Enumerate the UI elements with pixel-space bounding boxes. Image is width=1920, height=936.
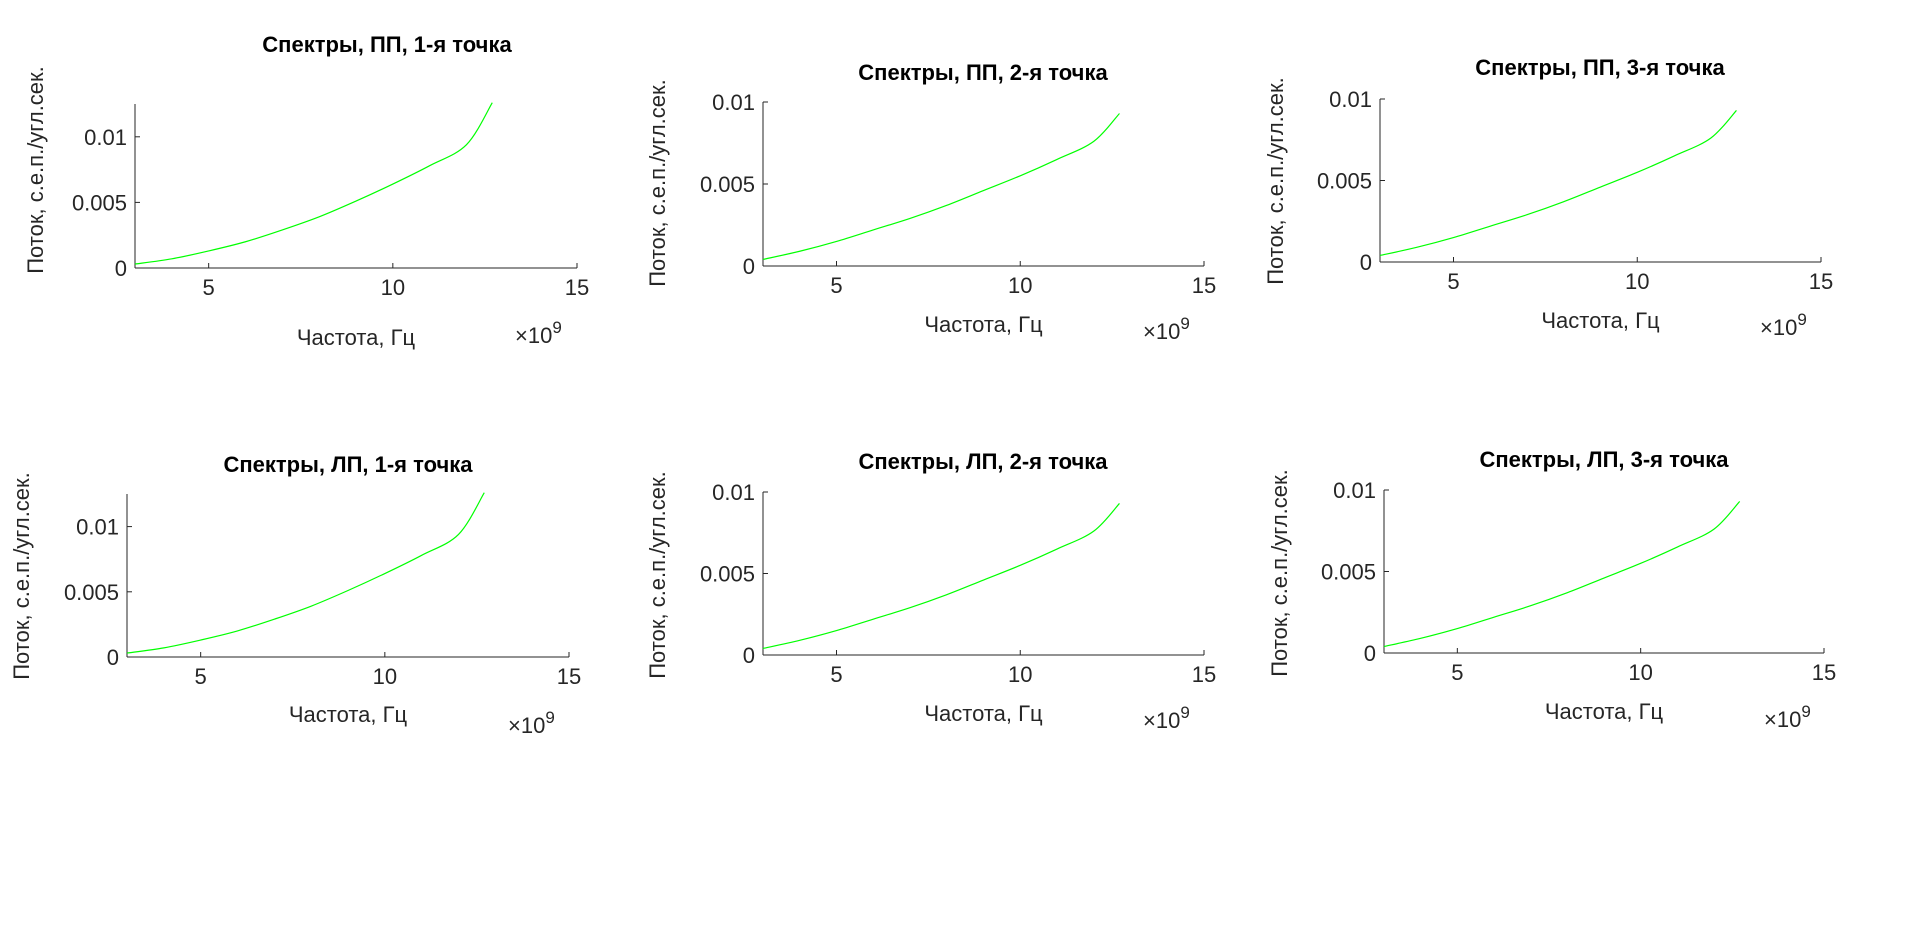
- y-tick-label: 0.01: [712, 90, 755, 115]
- y-axis-label: Поток, с.е.п./угл.сек.: [645, 471, 670, 679]
- subplot-6: Спектры, ЛП, 3-я точка 5 10 15 0 0.005 0.01 Час…: [1267, 447, 1836, 732]
- chart-title: Спектры, ЛП, 1-я точка: [223, 452, 473, 477]
- x-exponent-power: 9: [552, 318, 561, 337]
- y-axis-label: Поток, с.е.п./угл.сек.: [1267, 469, 1292, 677]
- x-exponent-base: ×10: [508, 713, 545, 738]
- y-tick-label: 0: [115, 256, 127, 281]
- subplot-4: Спектры, ЛП, 1-я точка 5 10 15 0 0.005 0.01 Час…: [9, 452, 581, 738]
- chart-title: Спектры, ПП, 2-я точка: [858, 60, 1108, 85]
- x-exponent-base: ×10: [1143, 319, 1180, 344]
- x-exponent-label: ×109: [1143, 703, 1190, 733]
- x-axis-label: Частота, Гц: [297, 325, 416, 350]
- x-exponent-base: ×10: [1760, 315, 1797, 340]
- x-axis-label: Частота, Гц: [289, 702, 408, 727]
- y-tick-label: 0.01: [712, 480, 755, 505]
- y-tick-label: 0.005: [1317, 169, 1372, 194]
- x-axis-label: Частота, Гц: [924, 312, 1043, 337]
- x-tick-label: 15: [1192, 662, 1216, 687]
- y-tick-label: 0: [1364, 641, 1376, 666]
- x-exponent-power: 9: [1801, 702, 1810, 721]
- y-axis-label: Поток, с.е.п./угл.сек.: [645, 79, 670, 287]
- x-axis-label: Частота, Гц: [1545, 699, 1664, 724]
- y-tick-label: 0.005: [700, 172, 755, 197]
- x-tick-label: 10: [373, 664, 397, 689]
- series-line: [134, 102, 493, 265]
- x-exponent-label: ×109: [1143, 314, 1190, 344]
- x-exponent-power: 9: [1797, 310, 1806, 329]
- chart-title: Спектры, ПП, 1-я точка: [262, 32, 512, 57]
- x-exponent-base: ×10: [515, 323, 552, 348]
- subplot-3: Спектры, ПП, 3-я точка 5 10 15 0 0.005 0.01 Час…: [1263, 55, 1833, 340]
- y-tick-label: 0: [107, 645, 119, 670]
- y-tick-label: 0.01: [84, 125, 127, 150]
- x-tick-label: 5: [830, 273, 842, 298]
- subplot-2: Спектры, ПП, 2-я точка 5 10 15 0 0.005 0.01 Час…: [645, 60, 1216, 344]
- y-tick-label: 0: [743, 254, 755, 279]
- x-axis-label: Частота, Гц: [924, 701, 1043, 726]
- x-tick-label: 5: [1451, 660, 1463, 685]
- chart-title: Спектры, ЛП, 3-я точка: [1479, 447, 1729, 472]
- series-line: [762, 113, 1120, 261]
- x-tick-label: 15: [565, 275, 589, 300]
- x-tick-label: 5: [830, 662, 842, 687]
- x-tick-label: 10: [1008, 662, 1032, 687]
- series-line: [762, 503, 1120, 650]
- x-tick-label: 10: [381, 275, 405, 300]
- y-axis-label: Поток, с.е.п./угл.сек.: [1263, 77, 1288, 285]
- x-exponent-base: ×10: [1764, 707, 1801, 732]
- x-tick-label: 5: [203, 275, 215, 300]
- y-tick-label: 0: [743, 643, 755, 668]
- series-line: [1379, 110, 1737, 257]
- chart-title: Спектры, ПП, 3-я точка: [1475, 55, 1725, 80]
- x-exponent-label: ×109: [1764, 702, 1811, 732]
- y-tick-label: 0: [1360, 250, 1372, 275]
- chart-title: Спектры, ЛП, 2-я точка: [858, 449, 1108, 474]
- x-tick-label: 15: [557, 664, 581, 689]
- x-axis-label: Частота, Гц: [1541, 308, 1660, 333]
- y-tick-label: 0.01: [76, 515, 119, 540]
- x-tick-label: 15: [1809, 269, 1833, 294]
- x-exponent-label: ×109: [1760, 310, 1807, 340]
- subplot-1: Спектры, ПП, 1-я точка 5 10 15 0 0.005 0.01 Час…: [23, 32, 589, 350]
- x-tick-label: 5: [1447, 269, 1459, 294]
- series-line: [126, 492, 485, 654]
- y-axis-label: Поток, с.е.п./угл.сек.: [23, 66, 48, 274]
- series-line: [1383, 501, 1741, 648]
- y-tick-label: 0.005: [64, 580, 119, 605]
- x-tick-label: 15: [1812, 660, 1836, 685]
- subplot-5: Спектры, ЛП, 2-я точка 5 10 15 0 0.005 0.01 Час…: [645, 449, 1216, 733]
- x-exponent-power: 9: [1180, 703, 1189, 722]
- x-exponent-power: 9: [545, 708, 554, 727]
- y-tick-label: 0.005: [1321, 560, 1376, 585]
- y-tick-label: 0.005: [72, 190, 127, 215]
- x-exponent-power: 9: [1180, 314, 1189, 333]
- y-tick-label: 0.01: [1333, 478, 1376, 503]
- x-tick-label: 5: [195, 664, 207, 689]
- y-tick-label: 0.01: [1329, 87, 1372, 112]
- x-exponent-label: ×109: [508, 708, 555, 738]
- x-tick-label: 10: [1008, 273, 1032, 298]
- x-tick-label: 15: [1192, 273, 1216, 298]
- x-tick-label: 10: [1628, 660, 1652, 685]
- y-tick-label: 0.005: [700, 562, 755, 587]
- x-exponent-base: ×10: [1143, 708, 1180, 733]
- x-tick-label: 10: [1625, 269, 1649, 294]
- y-axis-label: Поток, с.е.п./угл.сек.: [9, 472, 34, 680]
- x-exponent-label: ×109: [515, 318, 562, 348]
